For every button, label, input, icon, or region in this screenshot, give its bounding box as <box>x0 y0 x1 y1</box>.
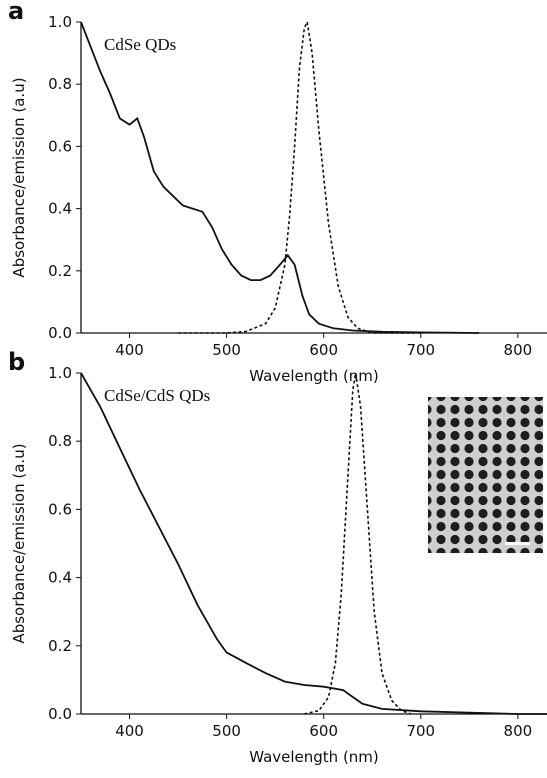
annotation: CdSe QDs <box>104 35 176 54</box>
x-axis-label: Wavelength (nm) <box>249 748 379 766</box>
line-series <box>304 372 412 715</box>
line-series <box>80 21 480 334</box>
y-tick-label: 0.8 <box>48 75 72 93</box>
line-series <box>178 19 421 334</box>
y-tick-label: 0.2 <box>48 262 72 280</box>
x-tick-label: 600 <box>309 722 338 740</box>
annotation: CdSe/CdS QDs <box>104 386 210 405</box>
panel-letter: a <box>8 0 24 25</box>
x-axis-label: Wavelength (nm) <box>249 367 379 385</box>
y-tick-label: 0.4 <box>48 200 72 218</box>
y-tick-label: 0.8 <box>48 432 72 450</box>
x-tick-label: 800 <box>504 341 533 359</box>
y-tick-label: 0.4 <box>48 569 72 587</box>
x-tick-label: 400 <box>115 341 144 359</box>
y-tick-label: 1.0 <box>48 13 72 31</box>
x-tick-label: 800 <box>504 722 533 740</box>
x-tick-label: 500 <box>212 341 241 359</box>
y-tick-label: 0.6 <box>48 137 72 155</box>
y-tick-label: 0.2 <box>48 637 72 655</box>
y-axis-label: Absorbance/emission (a.u) <box>10 77 28 277</box>
x-tick-label: 700 <box>406 341 435 359</box>
y-tick-label: 1.0 <box>48 364 72 382</box>
x-tick-label: 400 <box>115 722 144 740</box>
y-tick-label: 0.0 <box>48 705 72 723</box>
x-tick-label: 600 <box>309 341 338 359</box>
inset-image <box>428 397 543 553</box>
y-tick-label: 0.6 <box>48 500 72 518</box>
y-tick-label: 0.0 <box>48 324 72 342</box>
x-tick-label: 500 <box>212 722 241 740</box>
y-axis-label: Absorbance/emission (a.u) <box>10 443 28 643</box>
x-tick-label: 700 <box>406 722 435 740</box>
panel-letter: b <box>8 348 25 376</box>
line-series <box>80 372 547 715</box>
